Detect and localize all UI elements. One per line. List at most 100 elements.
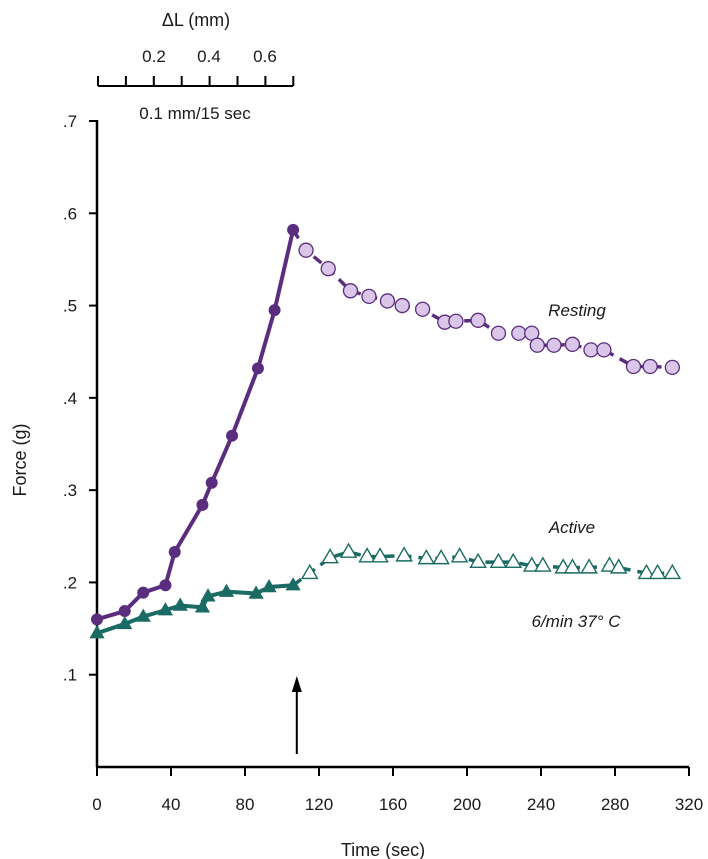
y-tick-label: .2 [63,573,77,592]
condition-label: 6/min 37° C [531,612,621,631]
data-point-active [522,556,541,572]
data-point-resting [596,342,612,358]
series-active [89,542,682,639]
stretch-scale-ticks [97,76,295,86]
data-point-resting [159,579,172,592]
data-point-active [339,542,358,558]
y-tick-label: .1 [63,666,77,685]
x-tick-label: 80 [236,795,255,814]
x-tick-label: 120 [305,795,333,814]
data-point-active [580,558,598,574]
series-line-resting-dashed [291,228,673,370]
data-point-resting [490,325,507,341]
data-point-resting [379,293,396,309]
data-point-active [248,585,264,599]
stretch-tick-label: 0.4 [197,47,221,66]
data-point-active [534,556,552,572]
data-point-active [450,547,469,563]
y-axis-title: Force (g) [10,423,30,496]
data-point-resting [298,242,314,258]
series-resting [91,223,680,626]
x-tick-label: 200 [453,795,481,814]
data-point-resting [470,312,486,328]
series-line-resting-solid [96,229,296,622]
data-point-active [200,588,216,602]
data-point-resting [564,336,581,352]
data-point-resting [251,362,264,375]
data-point-active [89,625,105,639]
data-point-active [117,615,133,630]
data-point-active [432,549,450,565]
data-point-resting [529,337,545,353]
y-tick-label: .3 [63,481,77,500]
y-tick-label: .4 [63,389,77,408]
data-point-active [469,552,487,569]
data-point-resting [414,301,431,317]
data-point-resting [546,337,562,353]
data-point-active [417,549,436,565]
data-point-resting [448,313,464,329]
data-point-resting [91,613,103,626]
stretch-tick-label: 0.6 [253,47,277,66]
data-point-active [563,558,582,574]
data-point-active [504,552,523,569]
data-point-active [358,547,376,563]
resting-label: Resting [548,301,606,320]
data-point-active [371,547,389,563]
x-tick-label: 240 [527,795,555,814]
data-point-resting [394,297,410,314]
data-point-active [609,558,628,574]
data-point-active [395,546,413,562]
data-point-resting [664,359,680,376]
arrow-head [291,676,302,692]
data-point-active [637,563,656,580]
data-point-active [135,608,151,622]
data-point-active [157,602,174,616]
data-point-resting [268,304,281,317]
y-tick-label: .5 [63,297,77,316]
x-tick-label: 280 [601,795,629,814]
stretch-scale: ΔL (mm) 0.2 0.4 0.6 0.1 mm/15 sec [97,10,295,123]
data-point-active [300,563,319,580]
data-point-resting [137,586,150,599]
active-label: Active [548,518,595,537]
data-point-resting [642,358,658,375]
data-point-active [172,597,188,611]
x-tick-label: 40 [162,795,181,814]
data-point-active [663,563,682,580]
data-point-active [321,548,339,564]
data-point-resting [342,283,359,299]
data-point-resting [320,261,336,277]
x-tick-label: 320 [675,795,703,814]
data-point-active [194,599,211,613]
y-axis-ticks: .1 .2 .3 .4 .5 .6 .7 [63,112,97,685]
data-point-active [600,556,619,572]
data-point-active [218,583,235,597]
data-point-active [261,579,277,593]
stretch-scale-title: ΔL (mm) [162,10,230,30]
data-point-active [489,552,508,569]
stretch-end-arrow [291,676,302,754]
stretch-rate-label: 0.1 mm/15 sec [139,104,251,123]
data-point-resting [361,288,377,304]
data-point-resting [583,342,599,358]
series-layer [89,223,682,639]
x-axis-ticks: 0 40 80 120 160 200 240 280 320 [92,767,703,814]
data-point-resting [511,325,527,341]
data-point-resting [168,545,181,558]
data-point-resting [226,429,239,442]
data-point-resting [625,358,642,375]
data-point-resting [287,223,300,236]
data-point-resting [118,605,131,618]
stretch-tick-label: 0.2 [142,47,166,66]
y-tick-label: .7 [63,112,77,131]
x-tick-label: 0 [92,795,101,814]
data-point-resting [196,498,209,511]
y-tick-label: .6 [63,204,77,223]
data-point-active [285,577,301,591]
x-axis-title: Time (sec) [341,840,425,859]
x-tick-label: 160 [379,795,407,814]
data-point-resting [205,476,218,489]
data-point-active [648,563,667,580]
